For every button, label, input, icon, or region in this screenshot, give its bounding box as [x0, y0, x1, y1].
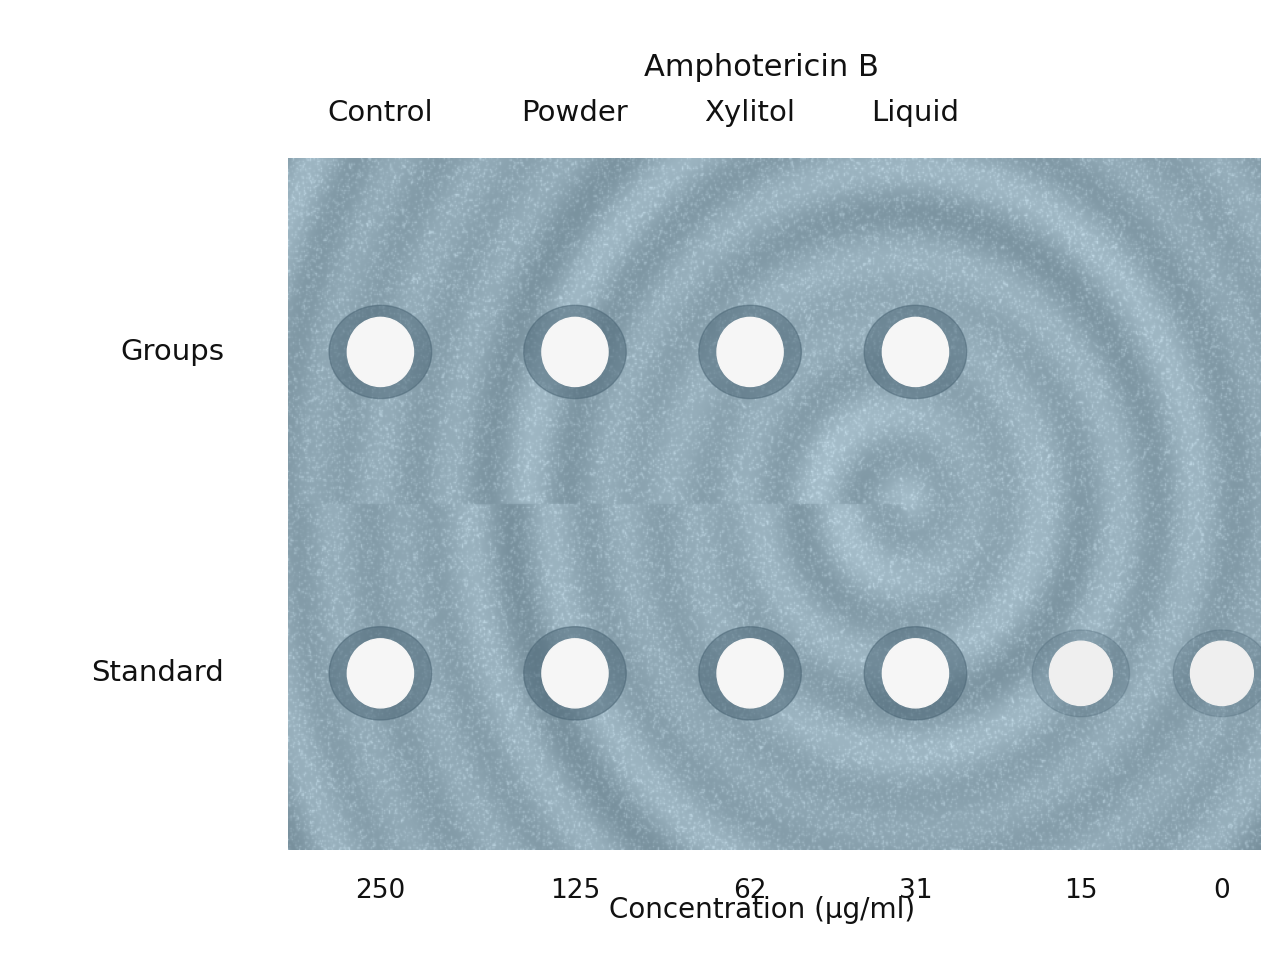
Ellipse shape [882, 318, 948, 387]
Text: Groups: Groups [120, 338, 224, 366]
Ellipse shape [541, 318, 608, 387]
Text: 250: 250 [356, 878, 406, 904]
Text: 0: 0 [1213, 878, 1230, 904]
Text: 125: 125 [550, 878, 600, 904]
Ellipse shape [1174, 630, 1271, 717]
Text: Liquid: Liquid [872, 99, 960, 127]
Ellipse shape [717, 638, 783, 708]
Ellipse shape [1032, 630, 1129, 717]
Ellipse shape [699, 305, 801, 398]
Ellipse shape [524, 627, 626, 720]
Text: Amphotericin B: Amphotericin B [644, 53, 879, 82]
Ellipse shape [699, 627, 801, 720]
Ellipse shape [882, 638, 948, 708]
Ellipse shape [541, 638, 608, 708]
Text: Concentration (μg/ml): Concentration (μg/ml) [608, 896, 915, 924]
Text: Xylitol: Xylitol [704, 99, 796, 127]
Text: 31: 31 [899, 878, 932, 904]
Ellipse shape [1050, 641, 1112, 706]
Ellipse shape [347, 638, 413, 708]
Text: 15: 15 [1064, 878, 1097, 904]
Text: Powder: Powder [522, 99, 628, 127]
Ellipse shape [329, 627, 431, 720]
Ellipse shape [524, 305, 626, 398]
Ellipse shape [864, 305, 966, 398]
Ellipse shape [329, 305, 431, 398]
Ellipse shape [864, 627, 966, 720]
Ellipse shape [347, 318, 413, 387]
Ellipse shape [1190, 641, 1253, 706]
Text: Control: Control [328, 99, 433, 127]
Text: Standard: Standard [91, 660, 224, 687]
Ellipse shape [717, 318, 783, 387]
Text: 62: 62 [733, 878, 767, 904]
